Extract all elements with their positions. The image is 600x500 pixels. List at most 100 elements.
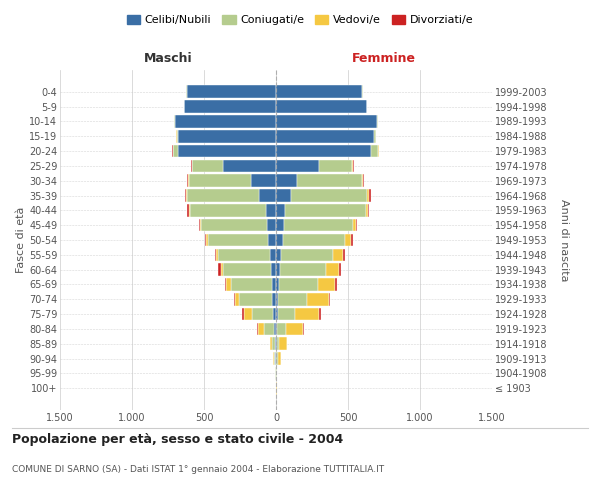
Bar (368, 204, 370, 216)
Bar (272, 338, 275, 350)
Bar (295, 308, 319, 320)
Bar (286, 322, 303, 335)
Bar (276, 248, 281, 261)
Bar (276, 278, 279, 291)
Bar (276, 308, 278, 320)
Bar (175, 115, 276, 128)
Bar (343, 248, 344, 261)
Bar (277, 338, 280, 350)
Bar (276, 130, 374, 142)
Bar (277, 322, 286, 335)
Bar (206, 234, 208, 246)
Bar (224, 278, 226, 291)
Bar (303, 322, 304, 335)
Bar (215, 248, 216, 261)
Bar (216, 248, 218, 261)
Bar (362, 174, 363, 187)
Bar (275, 352, 276, 365)
Bar (187, 204, 189, 216)
Bar (275, 338, 276, 350)
Bar (365, 204, 368, 216)
Bar (363, 174, 364, 187)
Bar (276, 338, 277, 350)
Bar (242, 308, 244, 320)
Bar (273, 352, 274, 365)
Bar (278, 308, 295, 320)
Bar (186, 189, 187, 202)
Bar (277, 352, 278, 365)
Bar (187, 174, 188, 187)
Bar (189, 204, 190, 216)
Bar (280, 264, 326, 276)
Bar (353, 219, 356, 232)
Bar (193, 160, 223, 172)
Bar (226, 278, 232, 291)
Bar (319, 308, 320, 320)
Bar (218, 264, 221, 276)
Bar (283, 234, 345, 246)
Bar (329, 293, 330, 306)
Bar (199, 219, 200, 232)
Bar (371, 145, 378, 158)
Bar (319, 160, 352, 172)
Bar (274, 322, 276, 335)
Bar (276, 322, 277, 335)
Bar (276, 100, 367, 113)
Bar (223, 160, 276, 172)
Bar (178, 130, 276, 142)
Bar (188, 174, 189, 187)
Bar (276, 145, 371, 158)
Bar (367, 189, 369, 202)
Bar (276, 86, 362, 98)
Bar (272, 293, 276, 306)
Bar (191, 160, 192, 172)
Bar (187, 86, 276, 98)
Bar (276, 115, 377, 128)
Bar (258, 322, 264, 335)
Bar (356, 219, 358, 232)
Bar (200, 219, 201, 232)
Bar (268, 234, 276, 246)
Bar (266, 204, 276, 216)
Bar (270, 248, 276, 261)
Bar (279, 278, 318, 291)
Bar (339, 264, 341, 276)
Bar (185, 189, 186, 202)
Bar (276, 234, 283, 246)
Bar (221, 264, 223, 276)
Bar (345, 234, 351, 246)
Bar (307, 293, 329, 306)
Bar (264, 322, 274, 335)
Bar (276, 174, 297, 187)
Bar (184, 100, 276, 113)
Bar (244, 308, 251, 320)
Bar (235, 293, 239, 306)
Bar (285, 204, 365, 216)
Bar (276, 264, 280, 276)
Bar (276, 219, 284, 232)
Bar (326, 264, 339, 276)
Text: Femmine: Femmine (352, 52, 416, 65)
Bar (280, 338, 287, 350)
Bar (281, 248, 333, 261)
Legend: Celibi/Nubili, Coniugati/e, Vedovi/e, Divorziati/e: Celibi/Nubili, Coniugati/e, Vedovi/e, Di… (122, 10, 478, 30)
Y-axis label: Fasce di età: Fasce di età (16, 207, 26, 273)
Bar (233, 293, 235, 306)
Bar (352, 160, 353, 172)
Bar (278, 352, 281, 365)
Bar (278, 293, 307, 306)
Bar (333, 248, 343, 261)
Bar (187, 189, 259, 202)
Bar (318, 278, 335, 291)
Bar (259, 189, 276, 202)
Bar (205, 234, 206, 246)
Bar (274, 352, 275, 365)
Bar (335, 278, 337, 291)
Text: Maschi: Maschi (143, 52, 193, 65)
Bar (276, 160, 319, 172)
Text: COMUNE DI SARNO (SA) - Dati ISTAT 1° gennaio 2004 - Elaborazione TUTTITALIA.IT: COMUNE DI SARNO (SA) - Dati ISTAT 1° gen… (12, 466, 384, 474)
Bar (251, 174, 276, 187)
Bar (192, 160, 193, 172)
Bar (284, 219, 353, 232)
Bar (173, 145, 178, 158)
